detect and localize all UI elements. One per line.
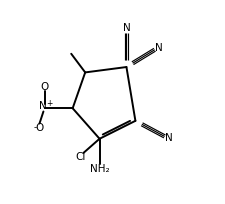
Text: N: N	[39, 101, 47, 111]
Text: N: N	[122, 23, 130, 33]
Text: O: O	[35, 123, 43, 133]
Text: N: N	[164, 133, 172, 143]
Text: N: N	[155, 43, 162, 53]
Text: O: O	[40, 82, 49, 92]
Text: +: +	[46, 99, 52, 108]
Text: NH₂: NH₂	[89, 164, 109, 174]
Text: Cl: Cl	[75, 152, 85, 162]
Text: -: -	[33, 123, 36, 132]
